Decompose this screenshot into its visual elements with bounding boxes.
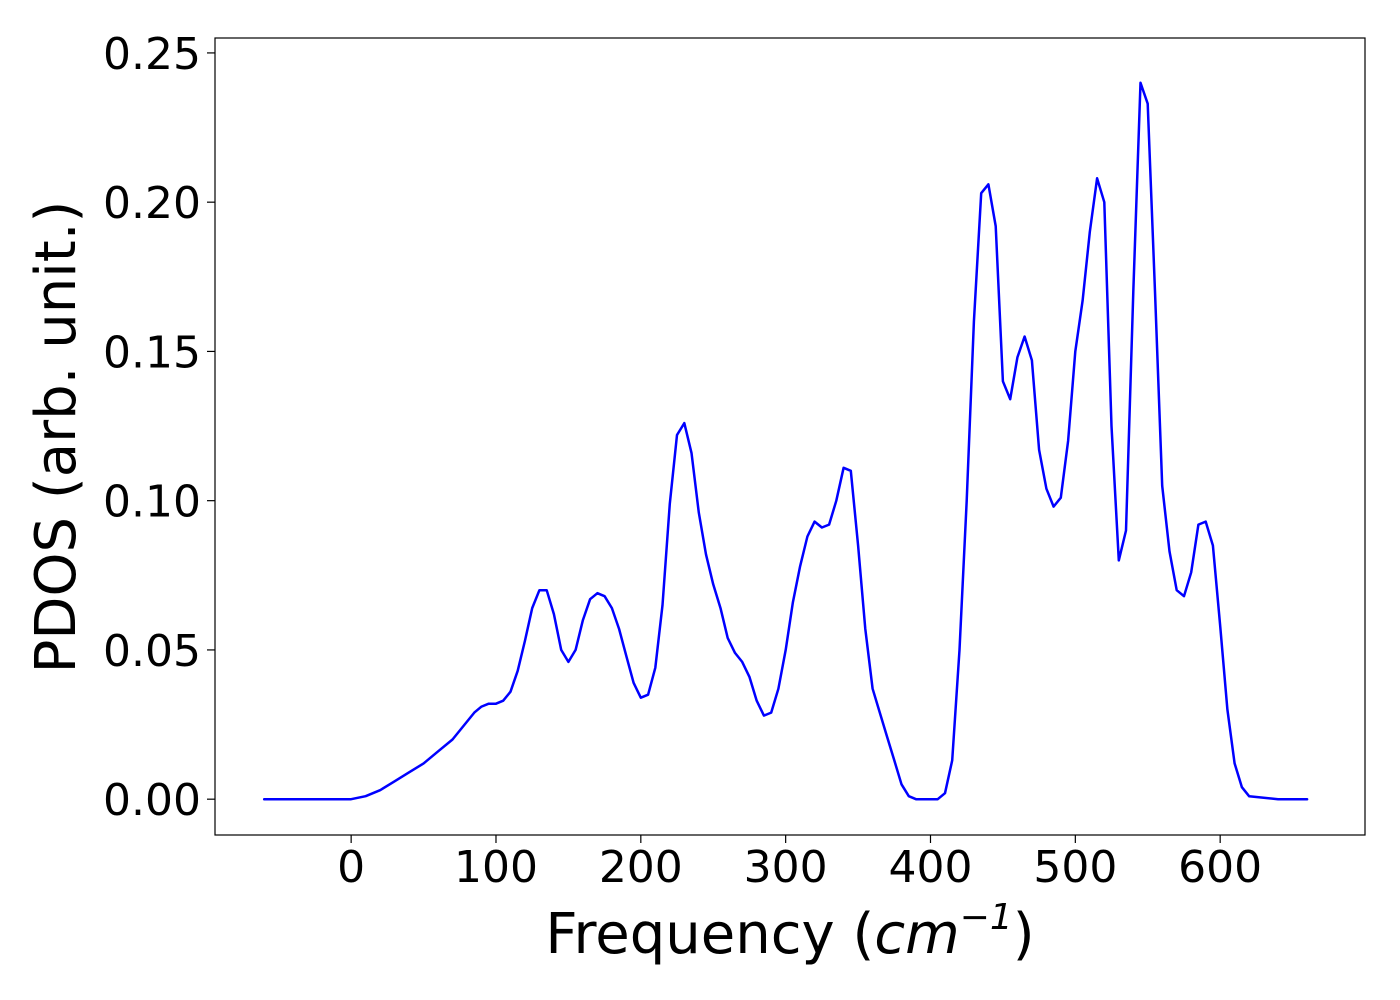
x-tick-label: 100 [454, 842, 538, 893]
y-axis-ticks: 0.00 0.05 0.10 0.15 0.20 0.25 [103, 29, 215, 826]
x-axis-ticks: 0 100 200 300 400 500 600 [337, 835, 1262, 893]
x-axis-label-exponent: −1 [960, 897, 1013, 938]
y-tick-label: 0.15 [103, 327, 201, 378]
x-tick-label: 500 [1033, 842, 1117, 893]
x-axis-label-unit: cm [874, 902, 959, 967]
pdos-series-line [262, 81, 1309, 801]
plot-frame [214, 37, 1366, 836]
x-tick-label: 300 [744, 842, 828, 893]
x-axis-label-prefix: Frequency ( [545, 902, 874, 967]
y-tick-label: 0.20 [103, 178, 201, 229]
x-tick-label: 600 [1178, 842, 1262, 893]
y-tick-label: 0.25 [103, 29, 201, 80]
y-tick-label: 0.00 [103, 775, 201, 826]
x-axis-label: Frequency (cm−1) [545, 897, 1034, 967]
series-group [262, 81, 1309, 801]
x-tick-label: 0 [337, 842, 365, 893]
y-tick-label: 0.05 [103, 626, 201, 677]
y-tick-label: 0.10 [103, 477, 201, 528]
x-tick-label: 400 [888, 842, 972, 893]
y-axis-label: PDOS (arb. unit.) [24, 201, 89, 674]
x-tick-label: 200 [599, 842, 683, 893]
x-axis-label-suffix: ) [1013, 902, 1035, 967]
